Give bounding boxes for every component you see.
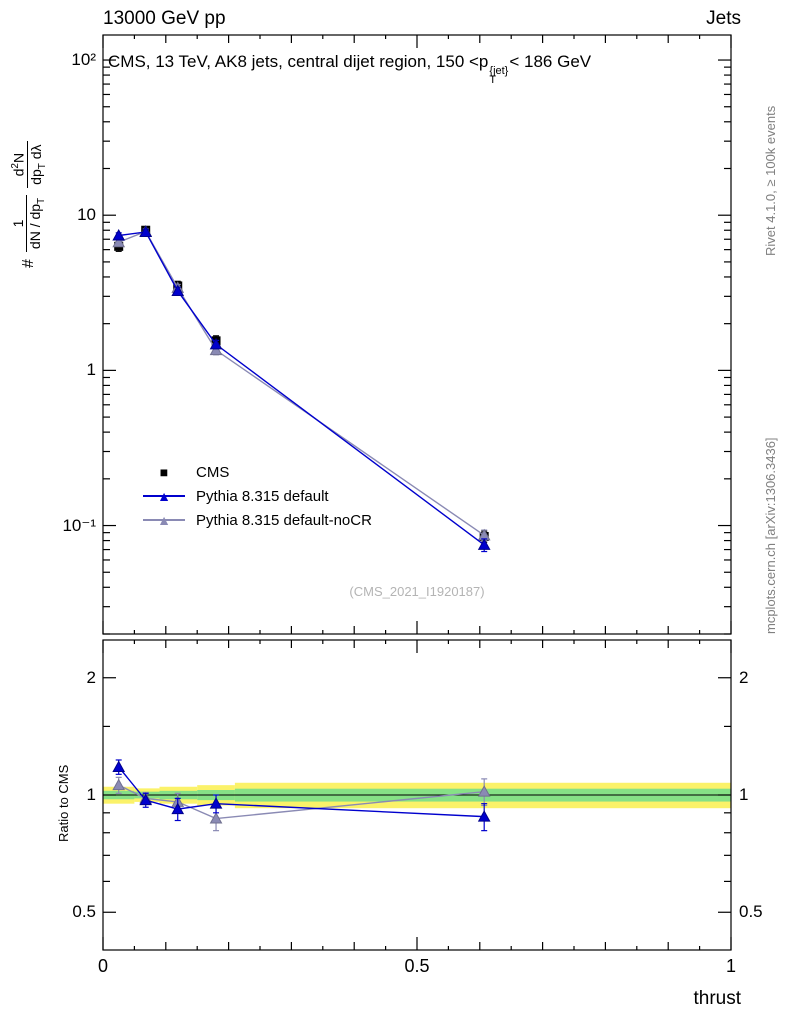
triangle-marker-icon: ▲ bbox=[157, 488, 171, 504]
ratio-y-tick-label-left: 2 bbox=[86, 667, 96, 687]
pythia-nocr-marker-icon: ▲ bbox=[142, 512, 186, 528]
legend-label: CMS bbox=[196, 463, 230, 481]
main-y-tick-label: 10⁻¹ bbox=[62, 515, 96, 535]
data-point-triangle bbox=[171, 802, 185, 815]
legend-item-pythia-default: ▲ Pythia 8.315 default bbox=[142, 484, 372, 508]
main-y-tick-label: 10 bbox=[77, 205, 96, 225]
main-y-tick-label: 1 bbox=[86, 360, 96, 380]
main-series bbox=[112, 224, 491, 553]
main-y-tick-label: 10² bbox=[71, 50, 96, 70]
data-point-triangle bbox=[171, 284, 185, 296]
data-point-triangle bbox=[139, 225, 153, 237]
square-marker-icon: ■ bbox=[159, 464, 169, 480]
hash-symbol: # bbox=[20, 259, 38, 268]
data-point-triangle bbox=[112, 235, 126, 248]
ratio-y-tick-label-right: 1 bbox=[739, 785, 749, 804]
x-tick-label: 0.5 bbox=[404, 956, 430, 976]
legend-item-cms: ■ CMS bbox=[142, 460, 372, 484]
data-point-triangle bbox=[209, 797, 223, 809]
data-point-triangle bbox=[209, 337, 223, 350]
ratio-y-tick-label-left: 0.5 bbox=[72, 902, 96, 922]
plot-title-text: CMS, 13 TeV, AK8 jets, central dijet reg… bbox=[108, 52, 479, 71]
data-point-triangle bbox=[477, 538, 491, 550]
ratio-y-tick-label-right: 0.5 bbox=[739, 902, 763, 922]
rivet-version-note: Rivet 4.1.0, ≥ 100k events bbox=[763, 105, 778, 256]
ratio-uncertainty-bands bbox=[103, 782, 731, 809]
pt-superscript: {jet} bbox=[489, 65, 509, 77]
triangle-marker-icon: ▲ bbox=[157, 512, 171, 528]
cms-marker-icon: ■ bbox=[142, 464, 186, 480]
ratio-y-axis-label: Ratio to CMS bbox=[56, 764, 71, 842]
main-panel-frame bbox=[102, 34, 732, 635]
legend-item-pythia-nocr: ▲ Pythia 8.315 default-noCR bbox=[142, 508, 372, 532]
data-point-triangle bbox=[112, 228, 126, 241]
main-y-axis-label: # 1 dN / dpT d2N dpT dλ bbox=[10, 141, 49, 268]
fraction-2: d2N dpT dλ bbox=[10, 141, 49, 188]
x-tick-label: 1 bbox=[725, 956, 737, 976]
legend-label: Pythia 8.315 default bbox=[196, 487, 329, 505]
axes-frame bbox=[102, 34, 732, 951]
fraction-1: 1 dN / dpT bbox=[10, 194, 48, 253]
plot-title-text-2: < 186 GeV bbox=[509, 52, 592, 71]
ratio-series bbox=[112, 759, 491, 832]
data-point-triangle bbox=[477, 810, 491, 822]
data-point-triangle bbox=[209, 343, 223, 356]
pt-subscript: T bbox=[489, 74, 497, 86]
beam-energy-label: 13000 GeV pp bbox=[103, 8, 226, 29]
data-point-triangle bbox=[477, 785, 491, 797]
x-axis-label: thrust bbox=[693, 988, 741, 1009]
legend-line bbox=[143, 519, 185, 521]
process-label: Jets bbox=[706, 8, 741, 29]
legend-line bbox=[143, 495, 185, 497]
pythia-default-marker-icon: ▲ bbox=[142, 488, 186, 504]
pt-jet-symbol: p {jet} T bbox=[478, 52, 509, 86]
data-point-triangle bbox=[112, 778, 126, 791]
ratio-y-tick-label-right: 2 bbox=[739, 667, 749, 687]
legend-label: Pythia 8.315 default-noCR bbox=[196, 511, 372, 529]
data-point-triangle bbox=[209, 812, 223, 824]
plot-title: CMS, 13 TeV, AK8 jets, central dijet reg… bbox=[108, 52, 592, 86]
x-tick-label: 0 bbox=[97, 956, 109, 976]
mcplots-citation-note: mcplots.cern.ch [arXiv:1306.3436] bbox=[763, 437, 778, 634]
ratio-y-tick-label-left: 1 bbox=[86, 785, 96, 804]
analysis-id-watermark: (CMS_2021_I1920187) bbox=[349, 584, 485, 599]
legend: ■ CMS ▲ Pythia 8.315 default ▲ Pythia 8.… bbox=[142, 460, 372, 532]
data-point-triangle bbox=[139, 793, 153, 806]
data-point-triangle bbox=[112, 760, 126, 773]
